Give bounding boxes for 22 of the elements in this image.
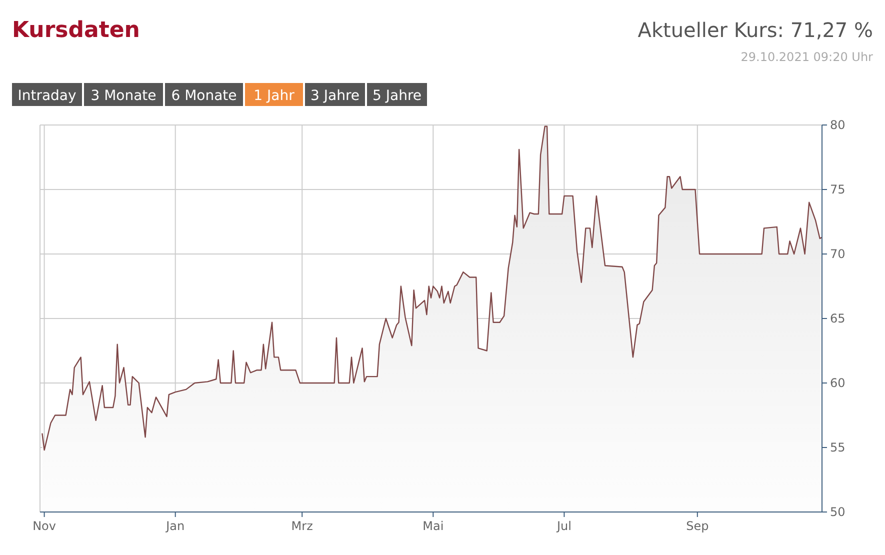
y-tick-label: 50	[830, 505, 846, 519]
y-tick-label: 70	[830, 247, 846, 261]
text: 3 Jahre	[310, 88, 360, 104]
text: 1 Jahr	[254, 88, 295, 104]
y-tick-label: 80	[830, 118, 846, 132]
x-tick-label: Jul	[556, 519, 572, 533]
x-tick-label: Jan	[165, 519, 185, 533]
text: Aktueller Kurs: 71,27 %	[638, 18, 873, 42]
y-tick-label: 75	[830, 182, 846, 196]
text: Intraday	[18, 88, 76, 104]
x-tick-label: Mrz	[291, 519, 313, 533]
chart-title: Kursdaten	[12, 18, 140, 43]
y-tick-label: 55	[830, 440, 846, 454]
text: 3 Monate	[90, 88, 156, 104]
text: 29.10.2021 09:20 Uhr	[740, 50, 874, 64]
x-tick-label: Nov	[32, 519, 56, 533]
x-tick-label: Sep	[686, 519, 709, 533]
text: 6 Monate	[171, 88, 237, 104]
y-tick-label: 65	[830, 312, 846, 326]
x-tick-label: Mai	[422, 519, 444, 533]
y-tick-label: 60	[830, 376, 846, 390]
text: 5 Jahre	[372, 88, 422, 104]
